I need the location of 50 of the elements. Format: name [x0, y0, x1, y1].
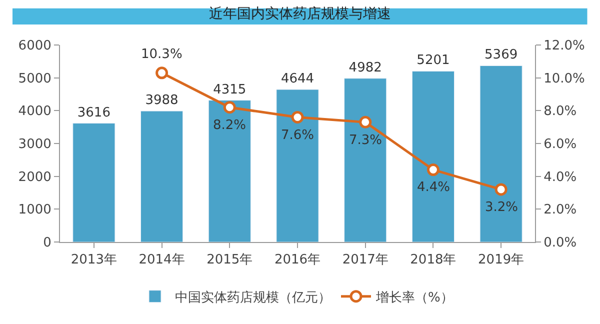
point	[426, 164, 440, 176]
y2-tick-label: 2.0%	[544, 202, 577, 218]
point	[291, 110, 304, 124]
y-tick-label: 0	[43, 236, 52, 251]
legend-label: 中国实体药店规模（亿元）	[175, 289, 331, 306]
x-tick-label: 2018年	[410, 252, 456, 268]
y2-tick-label: 4.0%	[544, 170, 577, 185]
bar	[72, 123, 116, 242]
x-tick-label: 2017年	[342, 252, 388, 268]
chart-title: 近年国内实体药店规模与增速	[209, 6, 391, 22]
y-tick-label: 1000	[18, 202, 52, 218]
data-label: 10.3%	[141, 47, 182, 62]
y-tick-label: 4000	[18, 104, 52, 120]
x-tick-label: 2015年	[206, 252, 253, 268]
data-label: 8.2%	[213, 118, 246, 133]
bar	[480, 65, 522, 242]
y2-tick-label: 12.0%	[544, 38, 585, 54]
y2-tick-label: 8.0%	[544, 104, 577, 120]
point	[494, 183, 508, 196]
y-tick-label: 5000	[18, 71, 52, 86]
data-label: 5201	[416, 53, 450, 68]
point	[156, 66, 168, 80]
y2-tick-label: 10.0%	[544, 71, 585, 86]
point	[359, 116, 372, 128]
data-label: 4644	[280, 72, 314, 87]
data-label: 7.6%	[281, 128, 314, 143]
x-tick-label: 2019年	[478, 252, 524, 268]
data-label: 4315	[213, 82, 246, 98]
y2-tick-label: 6.0%	[544, 137, 577, 152]
data-label: 5369	[484, 48, 518, 63]
bar	[412, 70, 454, 242]
data-label: 7.3%	[349, 133, 382, 148]
y-tick-label: 3000	[18, 137, 52, 152]
data-label: 3.2%	[485, 200, 518, 215]
x-tick-label: 2013年	[70, 252, 117, 268]
y-tick-label: 2000	[18, 170, 52, 185]
data-label: 4982	[348, 60, 382, 76]
bar	[208, 100, 251, 242]
y-tick-label: 6000	[18, 38, 52, 54]
x-tick-label: 2016年	[274, 252, 321, 268]
bar	[276, 89, 319, 242]
point	[223, 101, 236, 114]
data-label: 3988	[145, 93, 178, 108]
bar	[140, 110, 184, 242]
data-label: 3616	[77, 105, 110, 120]
x-tick-label: 2014年	[138, 252, 185, 268]
y2-tick-label: 0.0%	[544, 236, 577, 251]
data-label: 4.4%	[417, 180, 450, 195]
legend-label: 增长率（%）	[375, 289, 454, 306]
bar	[344, 78, 387, 242]
